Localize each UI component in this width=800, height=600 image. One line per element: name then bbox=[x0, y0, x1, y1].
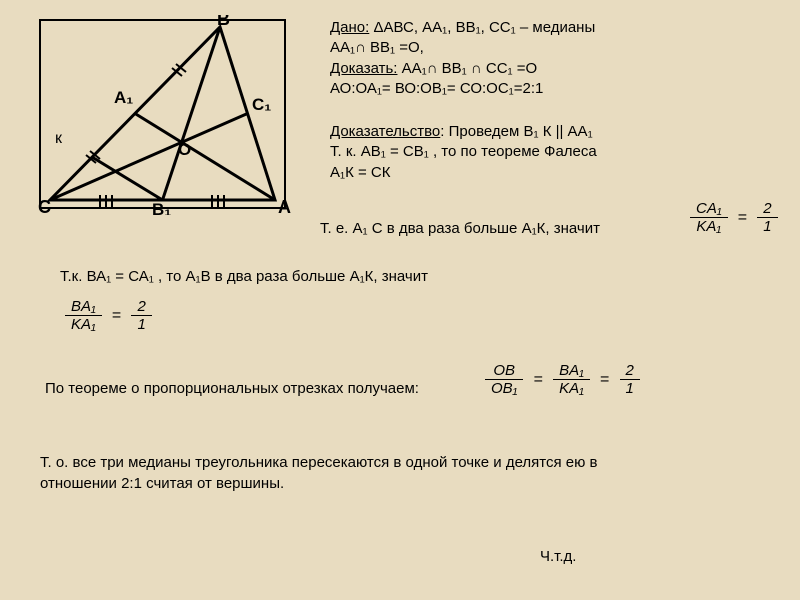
bk-den: KA₁ bbox=[553, 380, 590, 397]
proof-l3: А₁К = СК bbox=[330, 163, 780, 183]
svg-text:A₁: A₁ bbox=[114, 88, 133, 107]
ob-den: OB₁ bbox=[485, 380, 523, 397]
svg-text:O: O bbox=[178, 140, 191, 159]
one-3: 1 bbox=[620, 380, 640, 397]
fraction-ba: BA₁KA₁ = 21 bbox=[65, 298, 152, 333]
two-3: 2 bbox=[620, 362, 640, 380]
proof-label: Доказательство bbox=[330, 123, 440, 140]
ob-num: OB bbox=[485, 362, 523, 380]
two-1: 2 bbox=[757, 200, 777, 218]
proof-block: Доказательство: Проведем В₁ К || АА₁ Т. … bbox=[330, 122, 780, 183]
triangle-diagram: B C A A₁ B₁ C₁ O к bbox=[20, 15, 300, 215]
diagram-svg: B C A A₁ B₁ C₁ O bbox=[20, 15, 300, 215]
text-tk: Т.к. ВА₁ = СА₁ , то А₁В в два раза больш… bbox=[60, 268, 760, 285]
proof-l1: : Проведем В₁ К || АА₁ bbox=[440, 123, 592, 140]
given-line2: АА₁∩ ВВ₁ =О, bbox=[330, 38, 780, 58]
given-line1: Дано: ΔАВС, АА₁, ВВ₁, СС₁ – медианы bbox=[330, 18, 780, 38]
given-text: ΔАВС, АА₁, ВВ₁, СС₁ – медианы bbox=[369, 19, 595, 36]
svg-text:A: A bbox=[278, 197, 291, 215]
given-prove-block: Дано: ΔАВС, АА₁, ВВ₁, СС₁ – медианы АА₁∩… bbox=[330, 18, 780, 99]
svg-text:C₁: C₁ bbox=[252, 95, 271, 114]
ba-den: KA₁ bbox=[65, 316, 102, 333]
ca-den: KA₁ bbox=[690, 218, 728, 235]
eq-sign-4: = bbox=[594, 371, 615, 389]
conclusion-l1: Т. о. все три медианы треугольника перес… bbox=[40, 452, 760, 473]
conclusion-l2: отношении 2:1 считая от вершины. bbox=[40, 473, 760, 494]
qed: Ч.т.д. bbox=[540, 548, 576, 565]
two-2: 2 bbox=[131, 298, 151, 316]
proof-line1: Доказательство: Проведем В₁ К || АА₁ bbox=[330, 122, 780, 142]
prove-text: АА₁∩ ВВ₁ ∩ СС₁ =О bbox=[397, 60, 537, 77]
svg-text:B₁: B₁ bbox=[152, 200, 171, 215]
fraction-triple: OBOB₁ = BA₁KA₁ = 21 bbox=[485, 362, 640, 397]
text-po: По теореме о пропорциональных отрезках п… bbox=[45, 380, 475, 397]
one-1: 1 bbox=[757, 218, 777, 235]
given-label: Дано: bbox=[330, 19, 369, 36]
bk-num: BA₁ bbox=[553, 362, 590, 380]
proof-l2: Т. к. АВ₁ = СВ₁ , то по теореме Фалеса bbox=[330, 142, 780, 162]
prove-line1: Доказать: АА₁∩ ВВ₁ ∩ СС₁ =О bbox=[330, 59, 780, 79]
prove-line2: АО:ОА₁= ВО:ОВ₁= СО:ОС₁=2:1 bbox=[330, 79, 780, 99]
eq-sign-2: = bbox=[106, 307, 127, 325]
diagram-label-k: к bbox=[55, 130, 62, 148]
prove-label: Доказать: bbox=[330, 60, 397, 77]
svg-text:C: C bbox=[38, 197, 51, 215]
fraction-ca: CA₁KA₁ = 21 bbox=[690, 200, 778, 235]
eq-sign-1: = bbox=[732, 209, 753, 227]
svg-text:B: B bbox=[217, 15, 230, 29]
ba-num: BA₁ bbox=[65, 298, 102, 316]
ca-num: CA₁ bbox=[690, 200, 728, 218]
conclusion-block: Т. о. все три медианы треугольника перес… bbox=[40, 452, 760, 494]
eq-sign-3: = bbox=[528, 371, 549, 389]
one-2: 1 bbox=[131, 316, 151, 333]
